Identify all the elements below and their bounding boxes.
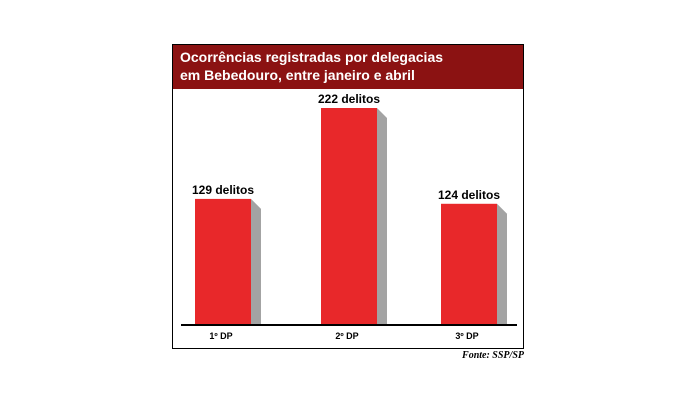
bar-shadow xyxy=(377,108,387,325)
bar-value-label: 222 delitos xyxy=(318,92,380,106)
chart-title-line-1: Ocorrências registradas por delegacias xyxy=(180,49,444,65)
category-label: 3º DP xyxy=(455,331,478,341)
chart-title-line-2: em Bebedouro, entre janeiro e abril xyxy=(180,67,415,83)
bar xyxy=(441,203,497,325)
bar-shadow xyxy=(497,203,507,325)
category-label: 1º DP xyxy=(209,331,232,341)
bar-value-label: 124 delitos xyxy=(438,188,500,202)
bar xyxy=(321,108,377,325)
source-note: Fonte: SSP/SP xyxy=(462,350,524,361)
chart-header: Ocorrências registradas por delegacias e… xyxy=(173,45,523,89)
bar-shadow xyxy=(251,198,261,325)
bar xyxy=(195,198,251,325)
bar-value-label: 129 delitos xyxy=(192,183,254,197)
category-label: 2º DP xyxy=(335,331,358,341)
